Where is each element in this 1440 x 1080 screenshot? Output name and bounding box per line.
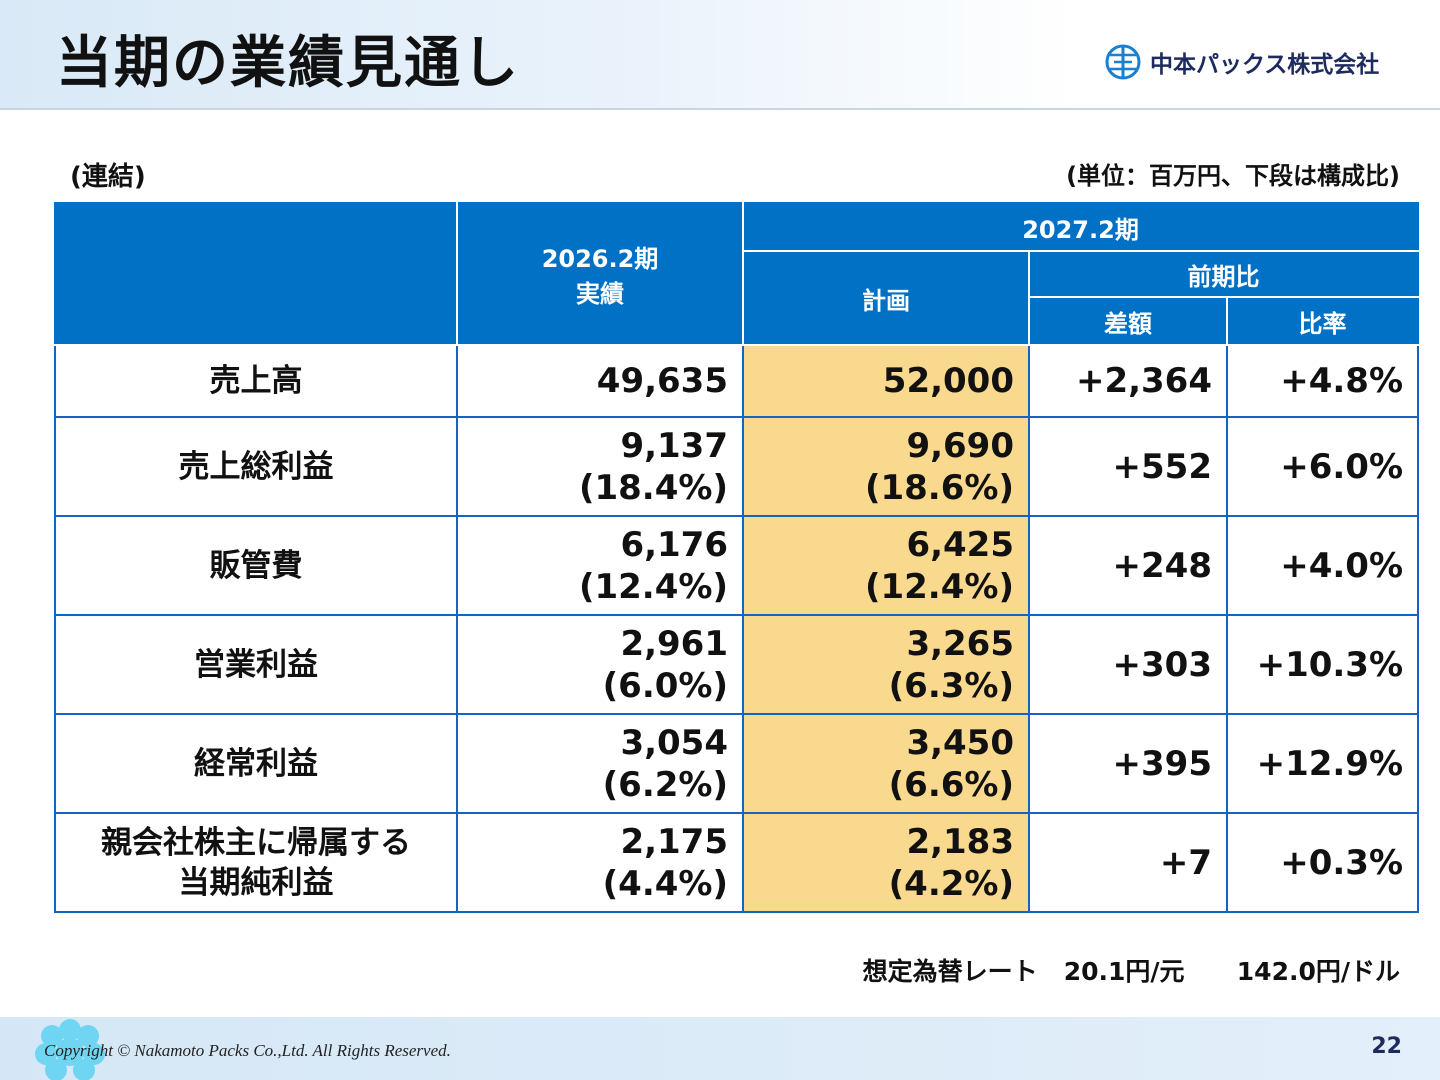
forecast-table: 2026.2期 実績 2027.2期 計画 前期比 差額 比率 売上高 49,6… bbox=[54, 202, 1420, 913]
plan-value: 52,000 bbox=[742, 344, 1030, 418]
plan-percent: (12.4%) bbox=[864, 566, 1014, 607]
diff-value: +303 bbox=[1028, 614, 1228, 715]
header-ratio: 比率 bbox=[1225, 296, 1420, 346]
scope-label: (連結) bbox=[70, 162, 146, 192]
row-label: 売上高 bbox=[54, 344, 458, 418]
table-row: 売上総利益 9,137 (18.4%) 9,690 (18.6%) +552 +6.… bbox=[54, 416, 1420, 517]
fx-rate-label: 想定為替レート bbox=[862, 957, 1038, 986]
header-curr-year: 2027.2期 bbox=[741, 202, 1420, 252]
header-prev-year-sub: 実績 bbox=[576, 280, 624, 308]
ratio-value: +6.0% bbox=[1225, 416, 1420, 517]
company-logo: 中本パックス株式会社 bbox=[1104, 42, 1379, 82]
actual-value: 3,054 (6.2%) bbox=[456, 713, 744, 814]
plan-percent: (4.2%) bbox=[888, 863, 1014, 904]
diff-value: +2,364 bbox=[1028, 344, 1228, 418]
plan-amount: 52,000 bbox=[882, 361, 1014, 401]
actual-value: 2,175 (4.4%) bbox=[456, 812, 744, 913]
actual-amount: 9,137 bbox=[620, 425, 728, 466]
diff-value: +248 bbox=[1028, 515, 1228, 616]
actual-value: 49,635 bbox=[456, 344, 744, 418]
actual-percent: (12.4%) bbox=[578, 566, 728, 607]
company-logo-text: 中本パックス株式会社 bbox=[1150, 52, 1380, 78]
unit-label: (単位：百万円、下段は構成比) bbox=[1066, 162, 1400, 190]
copyright-text: Copyright © Nakamoto Packs Co.,Ltd. All … bbox=[44, 1041, 451, 1060]
diff-value: +395 bbox=[1028, 713, 1228, 814]
fx-rate-cny: 20.1円/元 bbox=[1063, 957, 1185, 986]
plan-percent: (18.6%) bbox=[864, 467, 1014, 508]
ratio-value: +12.9% bbox=[1225, 713, 1420, 814]
header-prev-year-label: 2026.2期 bbox=[541, 245, 659, 273]
company-logo-icon bbox=[1105, 44, 1141, 80]
fx-rate-note: 想定為替レート 20.1円/元 142.0円/ドル bbox=[863, 952, 1400, 988]
actual-percent: (18.4%) bbox=[578, 467, 728, 508]
header-band bbox=[0, 0, 1440, 110]
actual-value: 6,176 (12.4%) bbox=[456, 515, 744, 616]
diff-value: +552 bbox=[1028, 416, 1228, 517]
plan-amount: 6,425 bbox=[906, 524, 1014, 565]
actual-percent: (4.4%) bbox=[602, 863, 728, 904]
row-label: 経常利益 bbox=[54, 713, 458, 814]
actual-amount: 2,175 bbox=[620, 821, 728, 862]
page-number: 22 bbox=[1371, 1034, 1402, 1059]
plan-percent: (6.3%) bbox=[888, 665, 1014, 706]
plan-amount: 2,183 bbox=[906, 821, 1014, 862]
row-label: 営業利益 bbox=[54, 614, 458, 715]
actual-amount: 6,176 bbox=[620, 524, 728, 565]
row-label-line1: 親会社株主に帰属する bbox=[101, 824, 411, 861]
table-row: 経常利益 3,054 (6.2%) 3,450 (6.6%) +395 +12.9% bbox=[54, 713, 1420, 814]
actual-value: 9,137 (18.4%) bbox=[456, 416, 744, 517]
ratio-value: +4.0% bbox=[1225, 515, 1420, 616]
plan-value: 3,450 (6.6%) bbox=[742, 713, 1030, 814]
header-diff: 差額 bbox=[1028, 296, 1228, 346]
ratio-value: +10.3% bbox=[1225, 614, 1420, 715]
plan-value: 6,425 (12.4%) bbox=[742, 515, 1030, 616]
page-title: 当期の業績見通し bbox=[56, 31, 520, 96]
row-label: 販管費 bbox=[54, 515, 458, 616]
header-yoy: 前期比 bbox=[1027, 250, 1420, 298]
row-label-line2: 当期純利益 bbox=[178, 864, 334, 901]
table-row: 売上高 49,635 52,000 +2,364 +4.8% bbox=[54, 344, 1420, 418]
footer-band bbox=[0, 1017, 1440, 1080]
actual-percent: (6.0%) bbox=[602, 665, 728, 706]
table-row: 販管費 6,176 (12.4%) 6,425 (12.4%) +248 +4.0% bbox=[54, 515, 1420, 616]
header-prev-year: 2026.2期 実績 bbox=[456, 202, 744, 346]
row-label: 売上総利益 bbox=[54, 416, 458, 517]
plan-amount: 9,690 bbox=[906, 425, 1014, 466]
fx-rate-usd: 142.0円/ドル bbox=[1236, 957, 1400, 986]
actual-amount: 49,635 bbox=[596, 361, 728, 401]
actual-amount: 3,054 bbox=[620, 722, 728, 763]
plan-amount: 3,450 bbox=[906, 722, 1014, 763]
plan-amount: 3,265 bbox=[906, 623, 1014, 664]
actual-percent: (6.2%) bbox=[602, 764, 728, 805]
actual-value: 2,961 (6.0%) bbox=[456, 614, 744, 715]
table-row: 営業利益 2,961 (6.0%) 3,265 (6.3%) +303 +10.3% bbox=[54, 614, 1420, 715]
plan-percent: (6.6%) bbox=[888, 764, 1014, 805]
actual-amount: 2,961 bbox=[620, 623, 728, 664]
ratio-value: +4.8% bbox=[1225, 344, 1420, 418]
header-plan: 計画 bbox=[742, 250, 1030, 346]
plan-value: 3,265 (6.3%) bbox=[742, 614, 1030, 715]
flower-decoration-icon bbox=[35, 1019, 105, 1080]
ratio-value: +0.3% bbox=[1225, 812, 1420, 913]
row-label: 親会社株主に帰属する 当期純利益 bbox=[54, 812, 458, 913]
header-item-blank bbox=[54, 202, 458, 346]
plan-value: 9,690 (18.6%) bbox=[742, 416, 1030, 517]
table-row: 親会社株主に帰属する 当期純利益 2,175 (4.4%) 2,183 (4.2%) … bbox=[54, 812, 1420, 913]
diff-value: +7 bbox=[1028, 812, 1228, 913]
plan-value: 2,183 (4.2%) bbox=[742, 812, 1030, 913]
